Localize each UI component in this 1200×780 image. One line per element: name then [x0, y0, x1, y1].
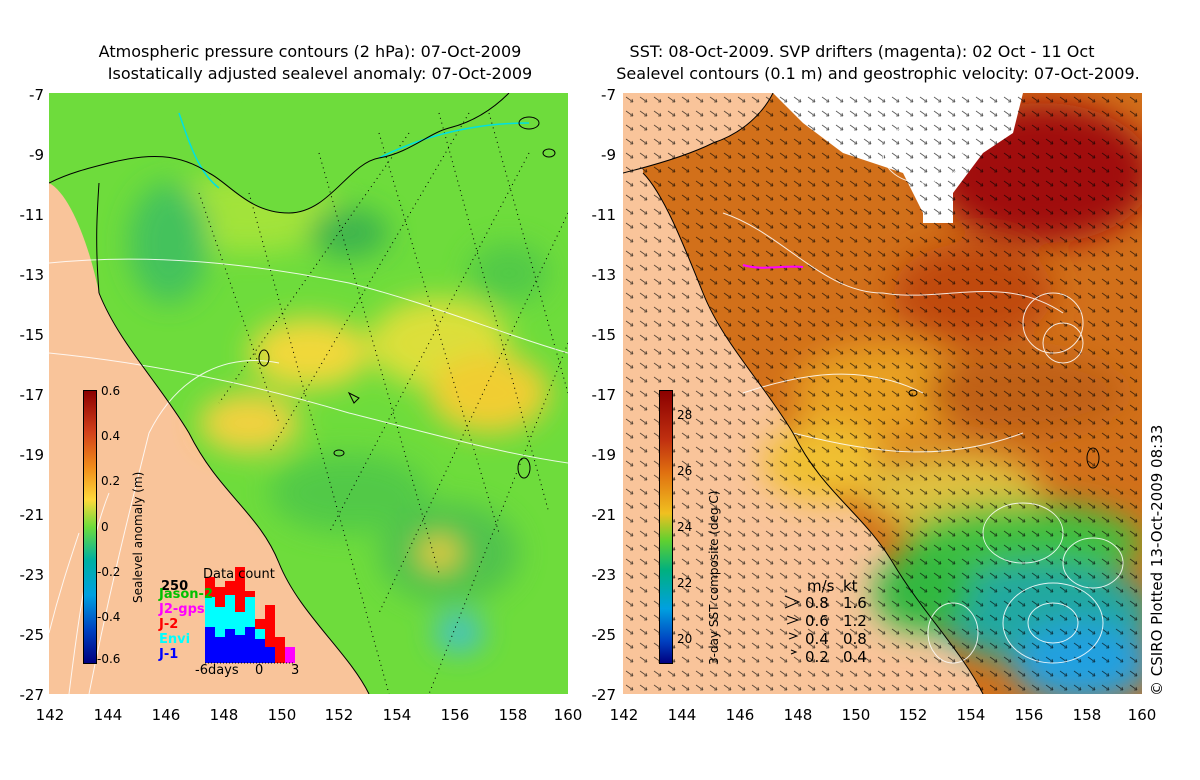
y-tick: -25	[19, 626, 45, 644]
sst-map[interactable]: 28 26 24 22 20 3-day SST composite (deg …	[623, 93, 1142, 694]
velocity-legend-header-kt: kt	[843, 577, 858, 595]
legend-j1: J-1	[159, 647, 179, 662]
data-count-xlabel-zero: 0	[255, 663, 264, 678]
x-tick: 148	[783, 706, 813, 724]
data-count-max: 250	[161, 579, 189, 594]
velocity-row-ms: 0.6	[805, 612, 829, 630]
x-tick: 144	[667, 706, 697, 724]
sst-tick: 24	[677, 520, 693, 534]
sla-tick: 0.2	[101, 474, 121, 488]
sealevel-anomaly-map[interactable]: Data count 250 -6days 0 3 Jason-2 J2-gps…	[49, 93, 568, 694]
x-tick: 156	[1014, 706, 1044, 724]
sla-tick: -0.4	[97, 610, 121, 624]
sla-tick: -0.6	[97, 652, 121, 666]
x-tick: 160	[1127, 706, 1157, 724]
x-tick: 158	[498, 706, 528, 724]
y-tick: -17	[19, 386, 45, 404]
velocity-row-kt: 1.6	[843, 594, 867, 612]
y-tick: -23	[19, 566, 45, 584]
sla-tick: 0.6	[101, 384, 121, 398]
x-tick: 142	[609, 706, 639, 724]
left-title-line1: Atmospheric pressure contours (2 hPa): 0…	[98, 42, 522, 61]
data-count-title: Data count	[203, 567, 275, 582]
x-tick: 158	[1072, 706, 1102, 724]
velocity-arrows-icon	[784, 595, 801, 655]
sst-tick: 20	[677, 632, 693, 646]
x-tick: 144	[93, 706, 123, 724]
x-tick: 150	[841, 706, 871, 724]
right-title-line1: SST: 08-Oct-2009. SVP drifters (magenta)…	[629, 42, 1095, 61]
left-title-line2: Isostatically adjusted sealevel anomaly:…	[107, 64, 533, 83]
svp-drifter-track	[742, 264, 804, 269]
y-tick: -13	[19, 266, 45, 284]
x-tick: 152	[324, 706, 354, 724]
velocity-row-kt: 0.4	[843, 648, 867, 666]
y-tick: -19	[591, 446, 617, 464]
legend-jason2: Jason-2	[159, 587, 213, 602]
y-tick: -21	[591, 506, 617, 524]
sst-colorbar-label: 3-day SST composite (deg C)	[707, 490, 721, 665]
legend-j2: J-2	[159, 617, 179, 632]
x-tick: 146	[725, 706, 755, 724]
y-tick: -15	[19, 326, 45, 344]
y-tick: -7	[29, 86, 44, 104]
sla-tick: 0.4	[101, 429, 121, 443]
velocity-row-ms: 0.4	[805, 630, 829, 648]
x-tick: 142	[35, 706, 65, 724]
sla-colorbar-label: Sealevel anomaly (m)	[131, 471, 145, 603]
x-tick: 150	[267, 706, 297, 724]
x-tick: 156	[440, 706, 470, 724]
x-tick: 154	[382, 706, 412, 724]
y-tick: -15	[591, 326, 617, 344]
x-tick: 154	[956, 706, 986, 724]
y-tick: -27	[591, 686, 617, 704]
data-count-xlabel-end: 3	[291, 663, 300, 678]
y-tick: -23	[591, 566, 617, 584]
y-tick: -11	[591, 206, 617, 224]
csiro-credit: © CSIRO Plotted 13-Oct-2009 08:33	[1148, 424, 1166, 696]
velocity-row-ms: 0.2	[805, 648, 829, 666]
data-count-legend: Jason-2 J2-gps J-2 Envi J-1	[159, 587, 213, 662]
data-count-inset: Data count 250 -6days 0 3 Jason-2 J2-gps…	[155, 567, 305, 678]
velocity-row-ms: 0.8	[805, 594, 829, 612]
y-tick: -27	[19, 686, 45, 704]
x-tick: 160	[553, 706, 583, 724]
sla-tick: 0	[101, 520, 109, 534]
y-tick: -25	[591, 626, 617, 644]
data-count-bars	[205, 567, 295, 663]
sst-tick: 26	[677, 464, 693, 478]
x-tick: 148	[209, 706, 239, 724]
sla-tick: -0.2	[97, 565, 121, 579]
x-tick: 146	[151, 706, 181, 724]
sst-tick: 28	[677, 408, 693, 422]
y-tick: -21	[19, 506, 45, 524]
y-tick: -19	[19, 446, 45, 464]
y-tick: -11	[19, 206, 45, 224]
right-title-line2: Sealevel contours (0.1 m) and geostrophi…	[616, 64, 1140, 83]
y-tick: -9	[601, 146, 616, 164]
y-tick: -13	[591, 266, 617, 284]
x-tick: 152	[898, 706, 928, 724]
y-tick: -7	[601, 86, 616, 104]
velocity-row-kt: 0.8	[843, 630, 867, 648]
sla-colorbar	[83, 390, 97, 664]
legend-envi: Envi	[159, 632, 191, 647]
sst-tick: 22	[677, 576, 693, 590]
y-tick: -9	[29, 146, 44, 164]
legend-j2gps: J2-gps	[159, 602, 205, 617]
y-tick: -17	[591, 386, 617, 404]
data-count-xlabel-start: -6days	[195, 663, 239, 678]
sst-colorbar	[659, 390, 673, 664]
velocity-legend-header-ms: m/s	[807, 577, 835, 595]
velocity-row-kt: 1.2	[843, 612, 867, 630]
